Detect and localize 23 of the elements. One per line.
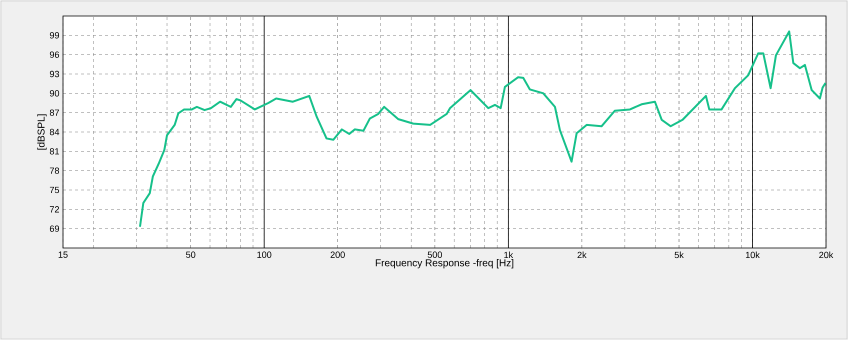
y-tick-label: 72 — [50, 206, 60, 212]
y-tick-label: 75 — [50, 186, 60, 194]
x-tick-label: 20k — [819, 252, 834, 258]
y-tick-label: 84 — [50, 128, 60, 136]
y-tick-label: 90 — [50, 90, 60, 97]
x-tick-label: 50 — [186, 252, 196, 258]
x-tick-label: 500 — [428, 252, 442, 258]
x-tick-label: 2k — [578, 252, 587, 258]
y-tick-label: 96 — [50, 51, 60, 58]
y-axis-title: [dBSPL] — [37, 114, 47, 150]
x-tick-label: 15 — [58, 252, 68, 258]
x-axis-title: Frequency Response -freq [Hz] — [376, 259, 514, 268]
x-tick-label: 200 — [330, 252, 345, 258]
x-tick-label: 1k — [504, 252, 514, 258]
x-tick-label: 5k — [674, 252, 684, 258]
y-tick-label: 81 — [50, 148, 60, 155]
x-tick-label: 10k — [746, 252, 760, 258]
y-tick-label: 87 — [50, 109, 60, 116]
y-tick-label: 99 — [50, 32, 60, 39]
y-tick-label: 93 — [50, 70, 60, 78]
y-tick-label: 78 — [50, 167, 60, 174]
y-tick-label: 69 — [50, 225, 60, 232]
x-tick-label: 100 — [257, 252, 272, 258]
